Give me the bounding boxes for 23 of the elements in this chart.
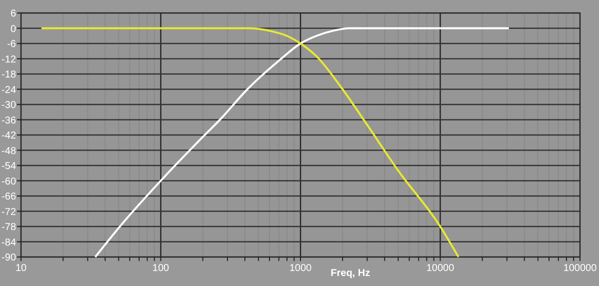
x-tick-label: 10: [15, 263, 27, 274]
x-tick-label: 1000: [289, 263, 312, 274]
y-tick-label: -18: [2, 70, 16, 80]
y-tick-label: -24: [2, 84, 16, 96]
y-tick-label: -90: [2, 252, 16, 264]
y-tick-label: 6: [10, 8, 16, 20]
y-tick-label: -66: [2, 192, 16, 202]
y-tick-label: -48: [2, 146, 16, 157]
y-tick-label: -6: [7, 39, 16, 50]
y-tick-label: -54: [2, 161, 16, 172]
y-tick-label: -12: [2, 54, 16, 66]
y-tick-label: -84: [2, 237, 16, 248]
x-tick-label: 100000: [563, 263, 598, 274]
x-tick-label: 100: [152, 263, 170, 274]
y-tick-label: -78: [2, 222, 16, 233]
y-tick-label: -72: [2, 206, 16, 218]
y-tick-label: -42: [2, 130, 16, 142]
y-tick-label: -36: [2, 115, 16, 126]
x-tick-label: 10000: [426, 263, 455, 274]
y-tick-label: -30: [2, 100, 16, 111]
x-axis-title: Freq, Hz: [330, 268, 370, 279]
y-tick-label: 0: [10, 24, 16, 35]
y-tick-label: -60: [2, 176, 16, 188]
